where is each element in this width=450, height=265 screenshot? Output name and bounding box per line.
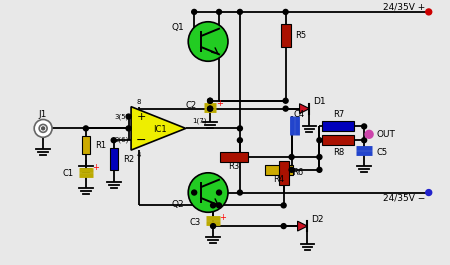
Bar <box>322 135 354 145</box>
Bar <box>322 121 354 131</box>
Polygon shape <box>131 107 186 150</box>
Circle shape <box>426 9 432 15</box>
Circle shape <box>192 10 197 14</box>
Text: IC1: IC1 <box>153 125 167 134</box>
Circle shape <box>188 22 228 61</box>
Circle shape <box>362 138 367 143</box>
Text: 24/35V −: 24/35V − <box>382 194 425 203</box>
Bar <box>279 161 288 185</box>
Circle shape <box>126 114 131 119</box>
Circle shape <box>211 224 216 229</box>
Circle shape <box>289 167 294 172</box>
Bar <box>281 24 291 47</box>
Circle shape <box>426 189 432 196</box>
Circle shape <box>207 106 212 111</box>
Circle shape <box>238 190 243 195</box>
Text: C3: C3 <box>190 218 201 227</box>
Circle shape <box>111 138 116 143</box>
Circle shape <box>283 106 288 111</box>
Text: Q1: Q1 <box>172 23 184 32</box>
Circle shape <box>188 173 228 212</box>
Text: C5: C5 <box>376 148 387 157</box>
Bar <box>265 165 292 175</box>
Circle shape <box>207 98 212 103</box>
Circle shape <box>216 190 221 195</box>
Text: R8: R8 <box>333 148 344 157</box>
Text: R6: R6 <box>292 168 304 177</box>
Circle shape <box>281 224 286 229</box>
Circle shape <box>83 126 88 131</box>
Circle shape <box>238 10 243 14</box>
Circle shape <box>192 190 197 195</box>
Circle shape <box>39 125 47 132</box>
Bar <box>82 136 90 154</box>
Text: +: + <box>92 163 99 172</box>
Polygon shape <box>300 104 310 114</box>
Circle shape <box>216 10 221 14</box>
Circle shape <box>207 106 212 111</box>
Text: Q2: Q2 <box>172 200 184 209</box>
Text: R5: R5 <box>296 31 307 40</box>
Text: 3(5): 3(5) <box>115 113 129 120</box>
Circle shape <box>317 138 322 143</box>
Circle shape <box>365 130 373 138</box>
Circle shape <box>34 120 52 137</box>
Circle shape <box>317 167 322 172</box>
Circle shape <box>281 203 286 208</box>
Text: 8: 8 <box>137 99 141 105</box>
Text: +: + <box>216 99 224 108</box>
Text: C1: C1 <box>63 169 74 178</box>
Circle shape <box>207 98 212 103</box>
Circle shape <box>317 154 322 160</box>
Circle shape <box>238 126 243 131</box>
Text: C2: C2 <box>185 101 196 110</box>
Text: 24/35V +: 24/35V + <box>382 2 425 11</box>
Circle shape <box>211 203 216 208</box>
Text: +: + <box>220 213 226 222</box>
Text: R7: R7 <box>333 110 344 119</box>
Circle shape <box>216 203 221 208</box>
Circle shape <box>42 127 45 130</box>
Bar <box>110 148 117 170</box>
Text: R1: R1 <box>95 141 106 150</box>
Polygon shape <box>297 221 307 231</box>
Circle shape <box>238 138 243 143</box>
Text: J1: J1 <box>39 110 47 119</box>
Text: 2(6): 2(6) <box>115 137 129 143</box>
Text: OUT: OUT <box>376 130 395 139</box>
Circle shape <box>283 10 288 14</box>
Text: −: − <box>136 134 146 147</box>
Text: R3: R3 <box>228 162 239 171</box>
Circle shape <box>362 124 367 129</box>
Text: C4: C4 <box>294 110 305 119</box>
Circle shape <box>126 126 131 131</box>
Circle shape <box>289 154 294 160</box>
Text: R2: R2 <box>123 156 134 165</box>
Text: D1: D1 <box>314 97 326 106</box>
Bar <box>220 152 248 162</box>
Text: +: + <box>136 112 146 122</box>
Text: 4: 4 <box>137 152 141 158</box>
Text: R4: R4 <box>273 175 284 184</box>
Text: 1(7): 1(7) <box>192 117 207 124</box>
Circle shape <box>283 98 288 103</box>
Text: D2: D2 <box>311 215 324 224</box>
